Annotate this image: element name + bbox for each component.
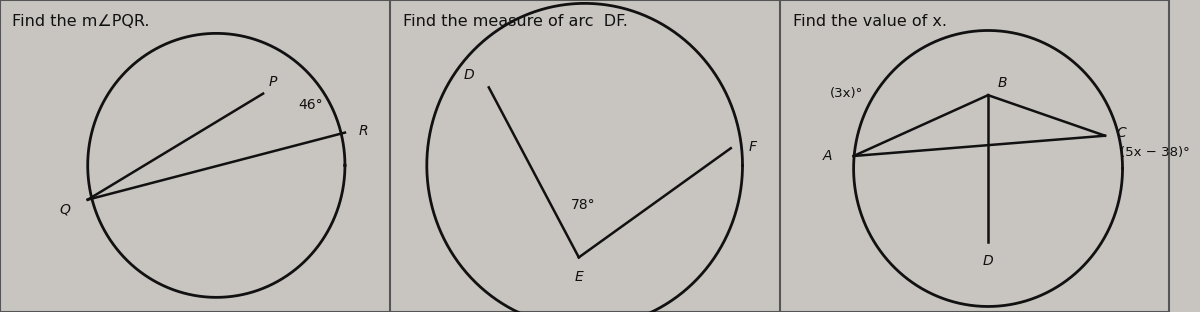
Text: F: F [749, 140, 756, 154]
Text: (5x − 38)°: (5x − 38)° [1120, 146, 1190, 159]
Text: 78°: 78° [571, 198, 595, 212]
Text: Find the value of x.: Find the value of x. [793, 14, 947, 29]
Text: D: D [464, 68, 475, 82]
Text: (3x)°: (3x)° [829, 87, 863, 100]
Text: A: A [823, 149, 833, 163]
Text: E: E [575, 270, 583, 284]
Text: R: R [359, 124, 368, 138]
Text: Q: Q [59, 203, 70, 217]
Text: B: B [997, 76, 1007, 90]
Text: Find the measure of arc  DF.: Find the measure of arc DF. [403, 14, 629, 29]
Text: P: P [269, 75, 277, 89]
Text: Find the m∠PQR.: Find the m∠PQR. [12, 14, 149, 29]
Text: D: D [983, 254, 994, 268]
Text: C: C [1117, 126, 1127, 139]
Text: 46°: 46° [298, 98, 323, 112]
